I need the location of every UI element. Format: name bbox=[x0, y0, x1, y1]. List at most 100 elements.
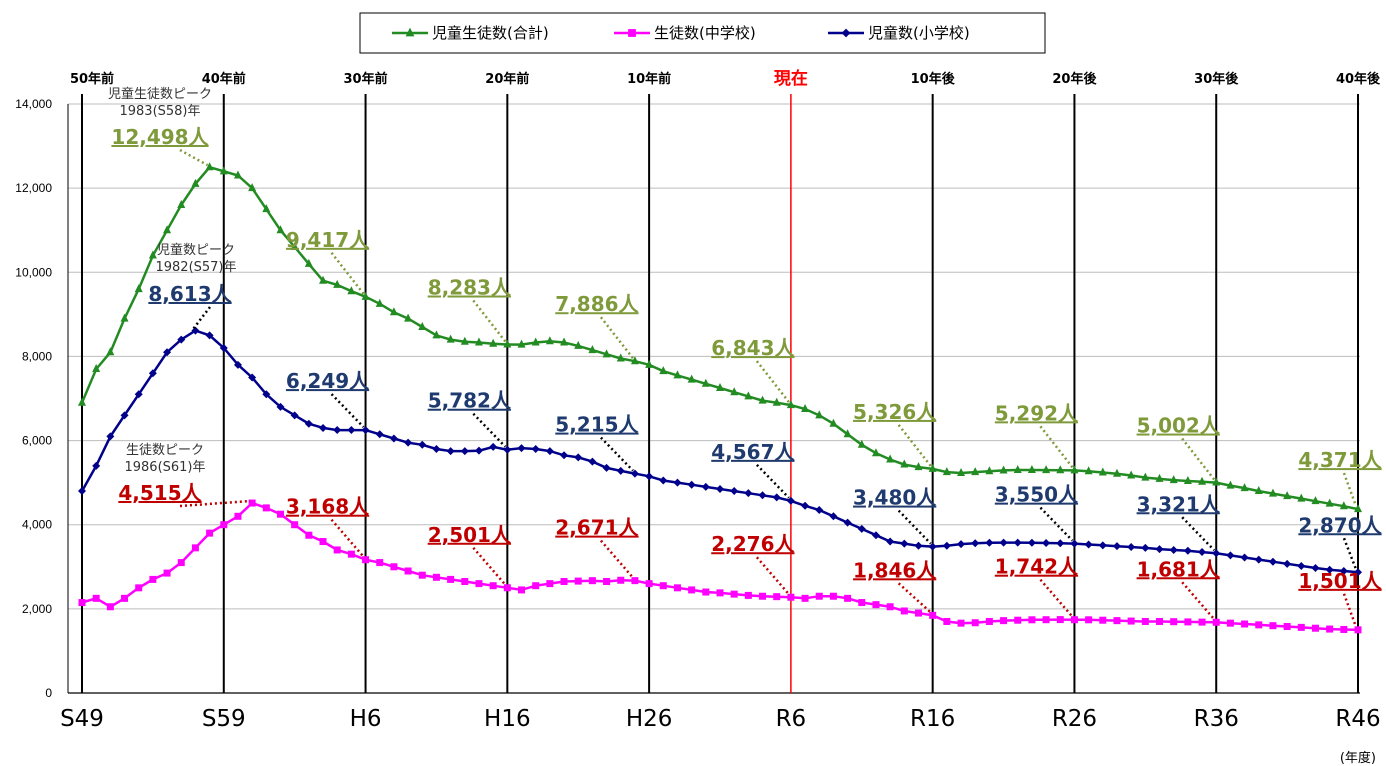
x-tick-label: R46 bbox=[1335, 706, 1380, 732]
data-point-junior bbox=[702, 588, 710, 596]
y-tick-label: 14,000 bbox=[15, 97, 52, 111]
data-point-elementary bbox=[772, 493, 781, 502]
data-point-junior bbox=[418, 571, 426, 579]
data-point-elementary bbox=[333, 426, 342, 435]
data-point-total bbox=[801, 404, 810, 413]
data-point-junior bbox=[432, 573, 440, 581]
data-point-junior bbox=[206, 529, 214, 537]
data-point-elementary bbox=[177, 335, 186, 344]
data-point-total bbox=[347, 286, 356, 295]
y-tick-label: 8,000 bbox=[22, 349, 52, 363]
data-label-elementary: 3,550人 bbox=[995, 483, 1079, 507]
peak-note-year-total: 1983(S58)年 bbox=[119, 104, 200, 119]
leader-line-junior bbox=[897, 582, 932, 614]
data-point-junior bbox=[844, 594, 852, 602]
data-point-elementary bbox=[1226, 551, 1235, 560]
data-point-elementary bbox=[163, 348, 172, 357]
data-point-elementary bbox=[290, 411, 299, 420]
data-point-total bbox=[560, 337, 569, 346]
data-point-elementary bbox=[148, 369, 157, 378]
data-label-elementary: 4,567人 bbox=[711, 440, 795, 464]
data-point-elementary bbox=[957, 540, 966, 549]
top-tick-now: 現在 bbox=[774, 68, 808, 89]
data-point-elementary bbox=[857, 524, 866, 533]
leader-line-elementary bbox=[1181, 516, 1216, 552]
data-point-total bbox=[106, 347, 115, 356]
top-tick-label: 20年後 bbox=[1052, 71, 1097, 87]
data-point-junior bbox=[347, 550, 355, 558]
data-point-elementary bbox=[1254, 555, 1263, 564]
data-point-total bbox=[446, 334, 455, 343]
data-point-total bbox=[1283, 491, 1292, 500]
data-point-total bbox=[1070, 465, 1079, 474]
data-point-total bbox=[1339, 501, 1348, 510]
data-point-elementary bbox=[843, 518, 852, 527]
data-point-total bbox=[248, 183, 257, 192]
data-point-junior bbox=[773, 593, 781, 601]
data-point-junior bbox=[78, 599, 86, 607]
data-point-total bbox=[503, 339, 512, 348]
data-point-elementary bbox=[1155, 545, 1164, 554]
x-tick-label: S49 bbox=[60, 706, 104, 732]
data-point-total bbox=[319, 275, 328, 284]
data-point-junior bbox=[305, 531, 313, 539]
data-point-total bbox=[942, 467, 951, 476]
data-point-total bbox=[78, 397, 86, 406]
leader-line-junior bbox=[1039, 578, 1074, 618]
data-point-elementary bbox=[1339, 566, 1348, 575]
peak-leader-elementary bbox=[192, 306, 211, 330]
data-point-junior bbox=[1241, 620, 1249, 628]
top-tick-label: 30年後 bbox=[1194, 71, 1239, 87]
data-point-elementary bbox=[106, 432, 115, 441]
leader-line-elementary bbox=[472, 412, 507, 448]
data-point-junior bbox=[1127, 617, 1135, 625]
leader-line-elementary bbox=[897, 509, 932, 545]
peak-value-elementary: 8,613人 bbox=[148, 282, 232, 306]
data-point-junior bbox=[220, 521, 228, 529]
legend-label-elementary: 児童数(小学校) bbox=[868, 24, 970, 42]
data-point-total bbox=[616, 353, 625, 362]
data-point-elementary bbox=[319, 423, 328, 432]
data-point-elementary bbox=[616, 466, 625, 475]
data-point-elementary bbox=[1027, 538, 1036, 547]
data-point-junior bbox=[489, 582, 497, 590]
data-point-junior bbox=[1255, 621, 1263, 629]
leader-line-total bbox=[1342, 472, 1358, 507]
data-label-junior: 2,501人 bbox=[428, 523, 512, 547]
top-tick-label: 30年前 bbox=[344, 71, 388, 87]
data-point-total bbox=[120, 313, 129, 322]
data-label-junior: 3,168人 bbox=[286, 495, 370, 519]
data-point-total bbox=[1112, 468, 1121, 477]
data-point-total bbox=[1141, 472, 1150, 481]
data-point-elementary bbox=[1325, 565, 1334, 574]
data-point-junior bbox=[1042, 616, 1050, 624]
data-point-total bbox=[971, 467, 980, 476]
data-point-elementary bbox=[574, 453, 583, 462]
data-point-total bbox=[1226, 480, 1235, 489]
data-point-elementary bbox=[645, 472, 654, 481]
data-point-junior bbox=[1000, 617, 1008, 625]
leader-line-total bbox=[1181, 437, 1216, 481]
data-point-elementary bbox=[928, 542, 937, 551]
data-point-elementary bbox=[1297, 561, 1306, 570]
data-label-total: 9,417人 bbox=[286, 228, 370, 252]
data-point-junior bbox=[744, 591, 752, 599]
data-point-total bbox=[1056, 465, 1065, 474]
data-point-junior bbox=[503, 584, 511, 592]
leader-line-junior bbox=[755, 556, 790, 596]
data-point-elementary bbox=[659, 476, 668, 485]
data-point-elementary bbox=[474, 446, 483, 455]
data-point-total bbox=[744, 391, 753, 400]
data-point-total bbox=[1311, 496, 1320, 505]
data-point-junior bbox=[716, 589, 724, 597]
data-point-total bbox=[1240, 483, 1249, 492]
data-point-total bbox=[375, 298, 384, 307]
data-point-junior bbox=[106, 603, 114, 611]
data-point-junior bbox=[1269, 622, 1277, 630]
leader-line-junior bbox=[330, 518, 365, 558]
y-tick-label: 0 bbox=[45, 686, 52, 700]
data-point-junior bbox=[1340, 625, 1348, 633]
peak-value-junior: 4,515人 bbox=[118, 481, 202, 505]
data-point-junior bbox=[518, 586, 526, 594]
data-point-junior bbox=[177, 559, 185, 567]
